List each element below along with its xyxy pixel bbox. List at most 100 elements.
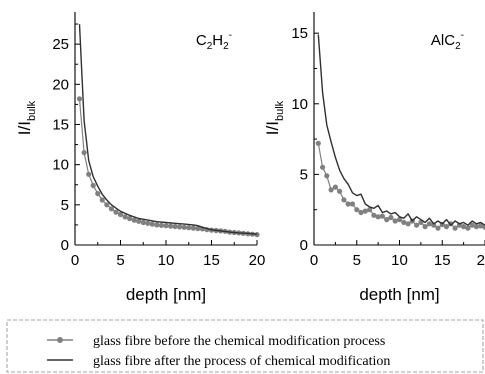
data-point-before (337, 188, 343, 194)
data-point-before (104, 202, 110, 208)
data-point-before (149, 221, 155, 227)
data-point-before (254, 232, 260, 238)
x-tick-label: 10 (158, 252, 175, 269)
y-tick-label: 0 (61, 237, 69, 254)
data-point-before (195, 225, 201, 232)
data-point-before (190, 225, 196, 231)
data-point-before (86, 171, 92, 177)
data-point-before (315, 140, 321, 146)
data-point-before (99, 197, 105, 203)
data-point-before (177, 224, 183, 230)
data-point-before (90, 182, 96, 189)
series-line-after (317, 34, 485, 226)
data-point-before (379, 213, 385, 219)
data-point-before (168, 223, 174, 229)
data-point-before (371, 212, 377, 218)
series-line-after (78, 24, 258, 235)
y-tick-label: 10 (291, 96, 308, 113)
y-tick-label: 0 (300, 237, 308, 254)
y-tick-label: 10 (52, 157, 69, 174)
x-tick-label: 15 (203, 252, 220, 269)
data-point-before (341, 197, 347, 203)
chart-panel-alc2: 0 5 10 15 20 0 5 10 15 depth [nm] I/Ibulk AlC2- (263, 12, 485, 304)
data-point-before (81, 150, 87, 156)
x-tick-label: 20 (477, 252, 485, 269)
data-point-before (131, 217, 137, 223)
data-point-before (181, 224, 187, 230)
data-point-before (332, 184, 338, 190)
data-point-before (324, 173, 330, 179)
x-tick-label: 0 (310, 252, 318, 269)
data-point-before (405, 221, 411, 227)
y-tick-label: 25 (52, 36, 69, 53)
data-point-before (320, 164, 326, 170)
series-line-before (317, 143, 485, 229)
data-point-before (465, 225, 471, 231)
y-tick-label: 15 (291, 25, 308, 42)
data-point-before (426, 221, 432, 227)
data-point-before (392, 218, 398, 224)
data-point-before (431, 222, 437, 228)
data-point-before (482, 224, 485, 230)
y-axis-label: I/Ibulk (263, 100, 286, 135)
chart-panel-c2h2: 0 5 10 15 20 0 5 10 15 20 25 depth [nm] I/Ibulk C2H2- (15, 12, 265, 304)
data-point-before (113, 209, 119, 215)
x-tick-label: 5 (116, 252, 124, 269)
data-point-before (349, 201, 356, 207)
data-point-before (186, 225, 192, 231)
data-point-before (154, 222, 160, 228)
data-point-before (354, 207, 360, 213)
data-point-before (414, 222, 420, 228)
legend-label-after: glass fibre after the process of chemica… (93, 354, 390, 369)
data-point-before (163, 223, 169, 229)
data-point-before (362, 208, 368, 214)
data-point-before (76, 96, 83, 102)
legend-label-before: glass fibre before the chemical modifica… (93, 334, 385, 349)
data-point-before (443, 224, 450, 230)
y-tick-label: 5 (300, 166, 308, 183)
x-axis-label: depth [nm] (126, 285, 206, 304)
data-point-before (435, 225, 441, 231)
x-tick-label: 20 (249, 252, 266, 269)
data-point-before (401, 219, 407, 225)
data-point-before (158, 222, 164, 228)
species-label: AlC2- (431, 30, 464, 52)
data-point-before (117, 211, 124, 218)
y-tick-label: 15 (52, 116, 69, 133)
data-point-before (461, 224, 467, 230)
legend-frame (6, 319, 484, 373)
x-tick-label: 5 (353, 252, 361, 269)
data-point-before (396, 217, 403, 223)
data-point-before (469, 222, 475, 228)
x-tick-label: 10 (391, 252, 408, 269)
data-point-before (384, 217, 390, 223)
species-label: C2H2- (196, 30, 232, 52)
data-point-before (367, 207, 373, 213)
data-point-before (127, 215, 133, 222)
data-point-before (140, 219, 146, 226)
data-point-before (95, 191, 101, 197)
data-point-before (345, 201, 351, 207)
data-point-before (375, 214, 381, 220)
y-tick-label: 20 (52, 76, 69, 93)
data-point-before (473, 224, 479, 230)
data-point-before (358, 209, 364, 216)
data-point-before (388, 214, 394, 221)
data-point-before (108, 206, 114, 212)
series-line-before (78, 98, 258, 236)
data-point-before (145, 220, 151, 226)
data-point-before (452, 225, 458, 231)
data-point-before (422, 224, 428, 230)
x-axis-label: depth [nm] (359, 285, 439, 304)
y-tick-label: 5 (61, 197, 69, 214)
data-point-before (478, 223, 484, 229)
legend: glass fibre before the chemical modifica… (6, 319, 484, 373)
data-point-before (122, 214, 128, 220)
x-tick-label: 0 (71, 252, 79, 269)
legend-marker-before (57, 337, 63, 343)
y-axis-label: I/Ibulk (15, 100, 38, 135)
x-tick-label: 15 (434, 252, 451, 269)
data-point-before (136, 218, 142, 224)
data-point-before (328, 187, 334, 193)
